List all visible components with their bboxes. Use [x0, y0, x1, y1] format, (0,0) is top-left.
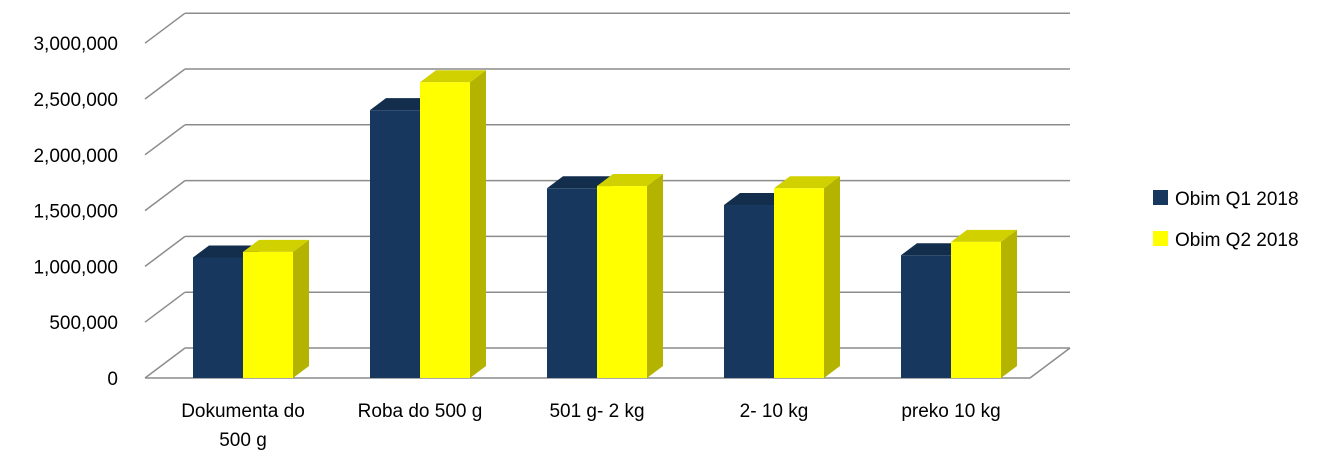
bar: [951, 241, 1001, 378]
bar: [193, 257, 243, 378]
bar-side: [1001, 229, 1017, 378]
bar: [597, 186, 647, 378]
x-tick-label: Roba do 500 g: [358, 401, 483, 422]
x-tick-label: 500 g: [219, 430, 267, 451]
gridline-side: [144, 347, 186, 379]
bar: [243, 251, 293, 378]
bar: [724, 205, 774, 378]
gridline-side: [144, 68, 186, 100]
x-tick-label: 2- 10 kg: [740, 401, 809, 422]
bar-side: [647, 174, 663, 378]
gridline-side: [144, 235, 186, 267]
bar-top: [774, 176, 840, 189]
legend-swatch: [1153, 190, 1168, 205]
y-tick-label: 2,500,000: [33, 90, 118, 111]
bar: [774, 188, 824, 378]
bar: [547, 188, 597, 378]
y-tick-label: 2,000,000: [33, 146, 118, 167]
y-tick-label: 3,000,000: [33, 34, 118, 55]
bar-top: [420, 70, 486, 83]
y-tick-label: 1,000,000: [33, 257, 118, 278]
legend-label: Obim Q1 2018: [1175, 189, 1299, 210]
y-tick-label: 500,000: [49, 313, 118, 334]
y-tick-label: 0: [107, 369, 118, 390]
bar-side: [293, 239, 309, 378]
gridline-side: [144, 12, 186, 44]
bar-top: [547, 176, 613, 189]
gridline-side: [144, 180, 186, 212]
bar-top: [901, 243, 967, 256]
legend-label: Obim Q2 2018: [1175, 230, 1299, 251]
bar-side: [470, 70, 486, 378]
bar-side: [824, 176, 840, 378]
bar-top: [370, 98, 436, 111]
legend-swatch: [1153, 231, 1168, 246]
bar-top: [243, 239, 309, 252]
bar-top: [597, 174, 663, 187]
bar: [370, 110, 420, 378]
bar-top: [951, 229, 1017, 242]
x-tick-label: 501 g- 2 kg: [549, 401, 644, 422]
bar-top: [193, 245, 259, 258]
bar: [901, 255, 951, 378]
x-tick-label: preko 10 kg: [901, 401, 1000, 422]
y-tick-label: 1,500,000: [33, 202, 118, 223]
gridline-side: [144, 291, 186, 323]
gridline-side: [144, 124, 186, 156]
x-tick-label: Dokumenta do: [181, 401, 305, 422]
bar-top: [724, 193, 790, 206]
bar: [420, 82, 470, 378]
